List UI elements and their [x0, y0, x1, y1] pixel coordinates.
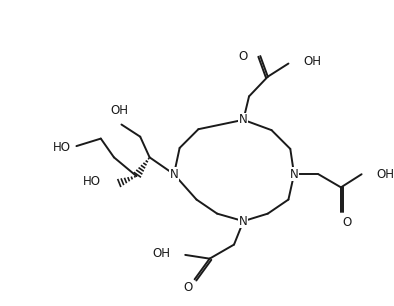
Text: N: N: [169, 168, 178, 181]
Text: OH: OH: [152, 247, 170, 259]
Text: O: O: [184, 281, 193, 294]
Text: N: N: [290, 168, 298, 181]
Text: OH: OH: [377, 168, 394, 181]
Text: HO: HO: [53, 141, 71, 155]
Text: O: O: [343, 215, 352, 229]
Text: HO: HO: [83, 175, 101, 188]
Text: OH: OH: [303, 55, 322, 68]
Text: N: N: [239, 113, 248, 126]
Text: O: O: [238, 50, 247, 62]
Text: N: N: [239, 215, 248, 228]
Text: OH: OH: [111, 104, 128, 117]
